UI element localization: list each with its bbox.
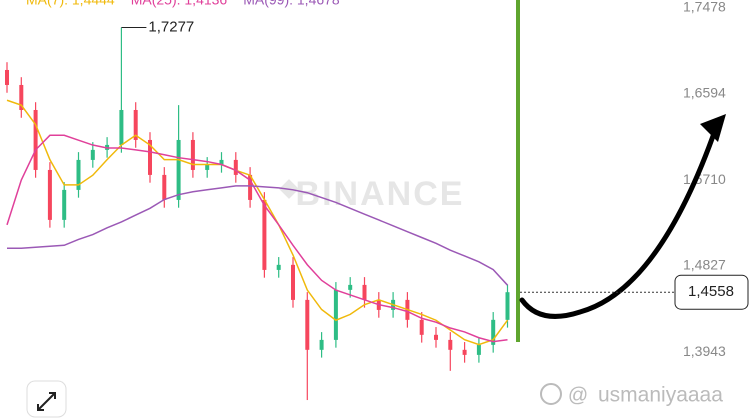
candle-body bbox=[434, 334, 438, 340]
candle-body bbox=[205, 164, 210, 170]
candle-body bbox=[162, 174, 167, 200]
candle-body bbox=[262, 199, 267, 270]
candle-body bbox=[291, 264, 295, 300]
candle-body bbox=[19, 84, 24, 110]
watermark: BINANCE bbox=[296, 175, 465, 213]
candle-body bbox=[176, 139, 181, 200]
ma-line bbox=[6, 134, 508, 343]
candle-body bbox=[476, 344, 481, 355]
candle-body bbox=[319, 339, 324, 350]
y-tick-label: 1,4827 bbox=[683, 257, 726, 273]
candle-body bbox=[419, 319, 424, 335]
candle-body bbox=[448, 339, 453, 350]
candle-body bbox=[276, 264, 281, 270]
author-watermark: usmaniyaaaa @ bbox=[540, 383, 723, 407]
author-at: @ bbox=[568, 384, 588, 406]
candle-body bbox=[62, 189, 67, 220]
candle-body bbox=[233, 159, 238, 175]
forecast-arrow bbox=[519, 119, 721, 319]
candle-body bbox=[491, 319, 496, 345]
ma-line bbox=[6, 99, 509, 346]
candle-body bbox=[305, 299, 310, 350]
y-tick-label: 1,6594 bbox=[683, 85, 726, 101]
candle-body bbox=[362, 284, 367, 300]
last-price-box bbox=[674, 274, 749, 310]
candle-body bbox=[505, 292, 510, 320]
y-tick-label: 1,7478 bbox=[683, 0, 726, 15]
legend-entry: MA(99): 1,4678 bbox=[243, 0, 340, 8]
candle-body bbox=[33, 109, 38, 170]
legend-entry: MA(7): 1,4444 bbox=[26, 0, 115, 8]
candle-body bbox=[76, 159, 81, 190]
ma-line bbox=[7, 185, 509, 286]
y-tick-label: 1,5710 bbox=[683, 171, 726, 187]
legend-entry: MA(25): 1,4136 bbox=[131, 0, 228, 8]
forecast-arrowhead bbox=[700, 114, 726, 142]
candle-body bbox=[5, 69, 9, 85]
candle-body bbox=[219, 159, 224, 165]
plot-area: 1,7478 1,6594 1,5710 1,4827 1,3943 bbox=[5, 0, 726, 401]
last-price-label: 1,4558 bbox=[688, 283, 734, 300]
candle-body bbox=[348, 284, 353, 290]
candle-body bbox=[47, 169, 52, 220]
candle-body bbox=[90, 149, 95, 160]
candle-body bbox=[462, 349, 467, 355]
candle-body bbox=[119, 109, 124, 145]
expand-button[interactable] bbox=[26, 380, 67, 418]
high-marker-label: 1,7277 bbox=[148, 19, 194, 36]
candle-body bbox=[148, 139, 152, 175]
candle-body bbox=[190, 139, 195, 170]
y-tick-label: 1,3943 bbox=[683, 343, 726, 359]
candle-body bbox=[133, 109, 138, 140]
candle-body bbox=[333, 289, 338, 340]
author-name: usmaniyaaaa bbox=[598, 384, 723, 407]
candle-body bbox=[248, 174, 253, 200]
